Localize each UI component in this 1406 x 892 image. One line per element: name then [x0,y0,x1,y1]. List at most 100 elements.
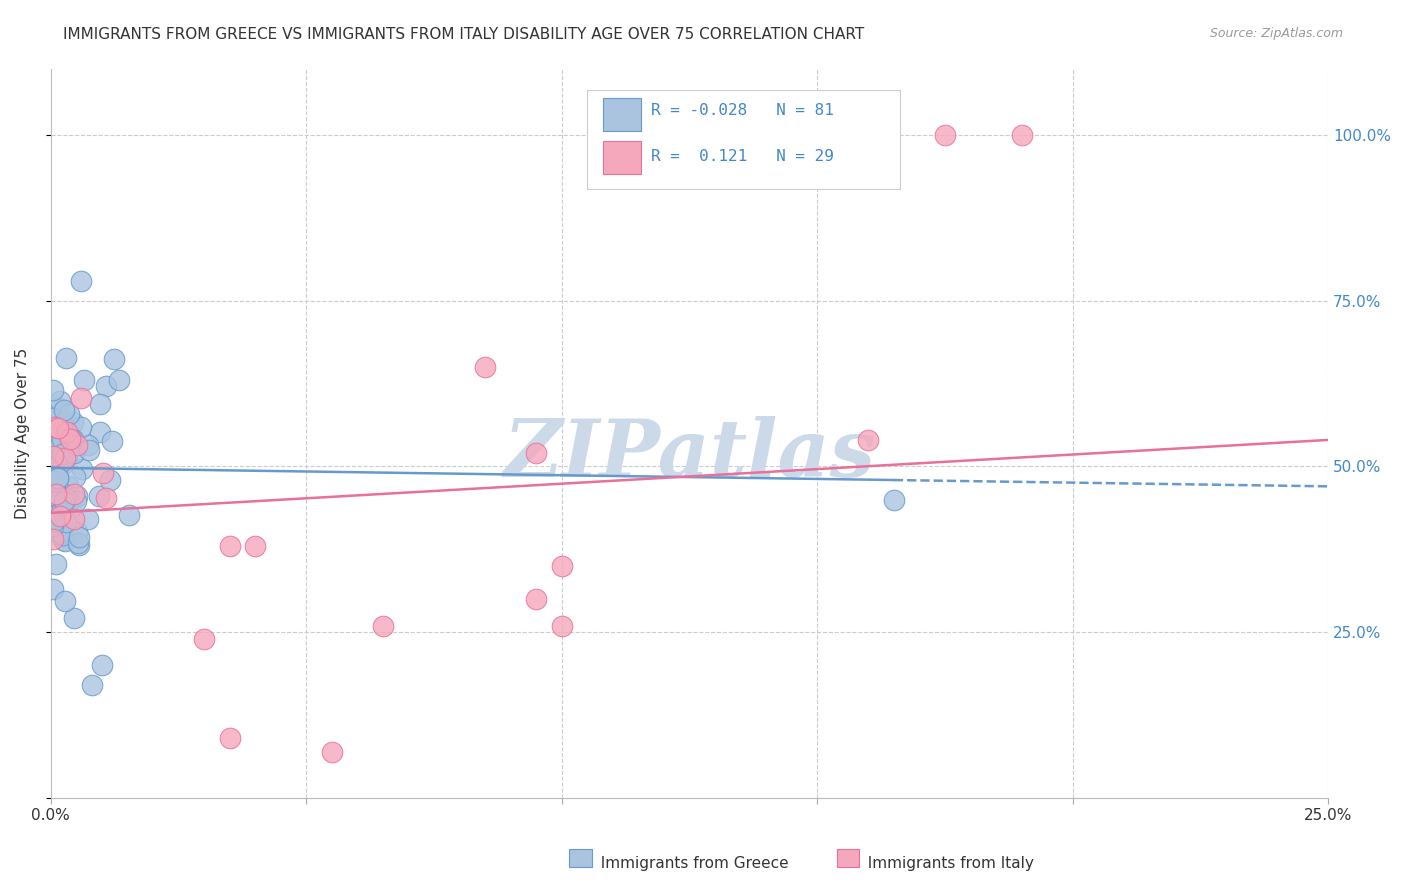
Point [46,401,69,415]
Point [52,424,75,438]
Point [321,745,343,759]
Point [42,582,65,596]
Point [63,611,86,625]
Point [58,501,80,516]
Point [51,447,73,461]
Point [101,434,124,448]
Point [98,473,121,487]
Point [371,618,394,632]
Point [67,530,90,544]
Point [49,508,72,523]
Point [56,448,79,462]
Point [79,442,101,457]
Point [49,440,72,454]
Point [69,420,91,434]
Text: Immigrants from Italy: Immigrants from Italy [858,856,1033,871]
Point [60,432,83,446]
Point [42,410,65,425]
Point [66,489,89,503]
Point [42,523,65,537]
Point [218,731,240,746]
Point [551,618,574,632]
Point [55,515,77,529]
Point [218,539,240,553]
Point [53,451,76,466]
Point [66,438,89,452]
Point [49,456,72,470]
Point [94,491,117,505]
Point [89,425,111,440]
Point [48,471,70,485]
Point [52,427,75,442]
Point [42,466,65,480]
Bar [837,849,859,867]
Point [45,481,67,495]
Point [55,491,77,506]
Text: ZIPatlas: ZIPatlas [503,417,876,494]
Point [42,450,65,464]
Point [474,359,496,374]
Point [67,538,90,552]
Point [49,438,72,452]
FancyBboxPatch shape [588,90,900,189]
Point [42,514,65,528]
Point [62,433,84,447]
Point [77,438,100,452]
Point [858,433,880,447]
Point [63,469,86,483]
Point [42,533,65,547]
Point [42,383,65,397]
Point [48,444,70,458]
Point [59,432,82,446]
Point [883,492,905,507]
Point [44,420,66,434]
Point [73,373,96,387]
Point [70,274,93,288]
Point [934,128,956,142]
Bar [569,849,592,867]
Point [42,445,65,459]
Bar [603,98,641,130]
Text: Immigrants from Greece: Immigrants from Greece [591,856,789,871]
Point [46,485,69,500]
Point [53,424,76,438]
Point [245,539,267,553]
Point [62,415,84,429]
Point [52,458,75,472]
Point [66,524,89,539]
Point [63,446,86,460]
Point [118,508,141,522]
Point [55,351,77,366]
Point [58,479,80,493]
Point [524,592,547,607]
Text: R =  0.121   N = 29: R = 0.121 N = 29 [651,149,834,163]
Point [77,512,100,526]
Text: IMMIGRANTS FROM GREECE VS IMMIGRANTS FROM ITALY DISABILITY AGE OVER 75 CORRELATI: IMMIGRANTS FROM GREECE VS IMMIGRANTS FRO… [63,27,865,42]
Point [48,471,70,485]
Point [51,503,73,517]
Point [52,403,75,417]
Point [42,488,65,502]
Y-axis label: Disability Age Over 75: Disability Age Over 75 [15,348,30,519]
Point [45,491,67,505]
Text: Source: ZipAtlas.com: Source: ZipAtlas.com [1209,27,1343,40]
Point [193,632,215,646]
Point [94,378,117,392]
Point [52,528,75,542]
Point [44,522,66,536]
Point [103,351,125,366]
Point [89,489,111,503]
Point [80,678,103,692]
Point [49,394,72,409]
Point [48,525,70,540]
Point [524,446,547,460]
Point [51,433,73,447]
Point [55,488,77,502]
Point [69,391,91,405]
Point [51,417,73,431]
Point [42,519,65,533]
Bar [603,142,641,174]
Point [551,558,574,573]
Point [53,533,76,548]
Point [70,462,93,476]
